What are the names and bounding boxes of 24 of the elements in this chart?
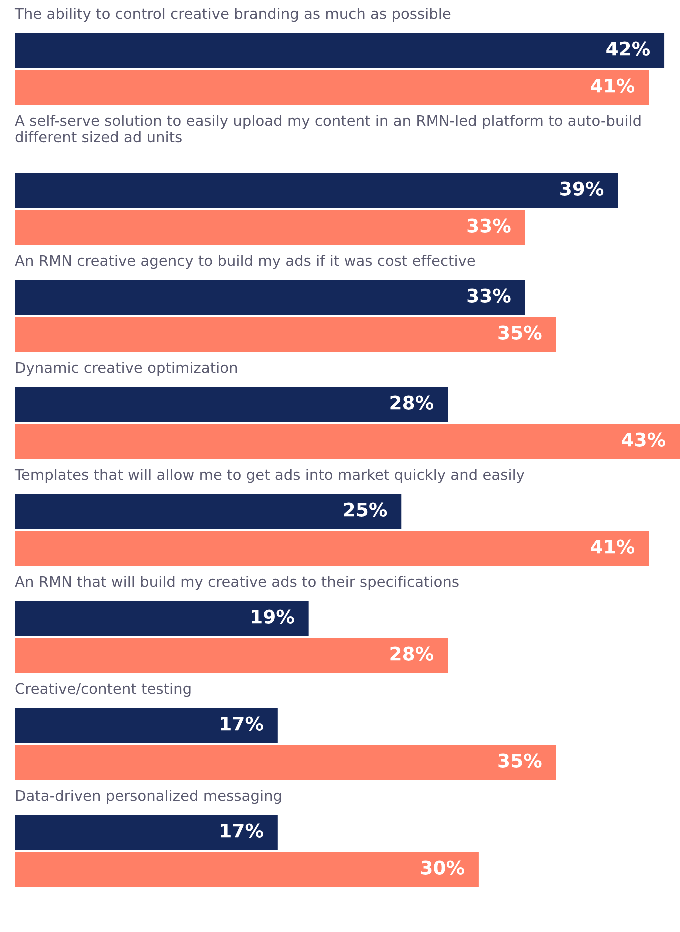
- data-label: 41%: [591, 78, 635, 93]
- data-label: 39%: [560, 182, 604, 196]
- data-label: 28%: [390, 396, 434, 410]
- data-label: 33%: [468, 218, 511, 233]
- data-label: 33%: [468, 288, 511, 303]
- y-tick-label: An RMN creative agency to build my ads if it was cost effective: [15, 255, 476, 270]
- data-label: 43%: [622, 432, 666, 447]
- y-tick-label: An RMN that will build my creative ads to their specifications: [15, 576, 459, 590]
- y-tick-label: Creative/content testing: [16, 683, 191, 698]
- data-label: 41%: [591, 540, 635, 554]
- y-tick-label: The ability to control creative branding as much as possible: [14, 8, 451, 22]
- data-label: 35%: [498, 326, 542, 340]
- y-tick-label: A self-serve solution to easily upload my content in an RMN-led platform to auto-build different sized ad units: [15, 115, 641, 143]
- y-tick-label: Dynamic creative optimization: [16, 362, 238, 376]
- data-label: 28%: [390, 646, 434, 661]
- y-tick-label: Data-driven personalized messaging: [16, 790, 282, 804]
- data-label: 17%: [221, 824, 264, 838]
- data-label: 17%: [221, 716, 264, 731]
- data-label: 42%: [606, 42, 650, 56]
- data-label: 35%: [498, 754, 542, 768]
- data-label: 30%: [421, 860, 464, 875]
- data-label: 19%: [252, 610, 294, 624]
- data-label: 25%: [344, 502, 388, 517]
- y-tick-label: Templates that will allow me to get ads into market quickly and easily: [14, 469, 525, 484]
